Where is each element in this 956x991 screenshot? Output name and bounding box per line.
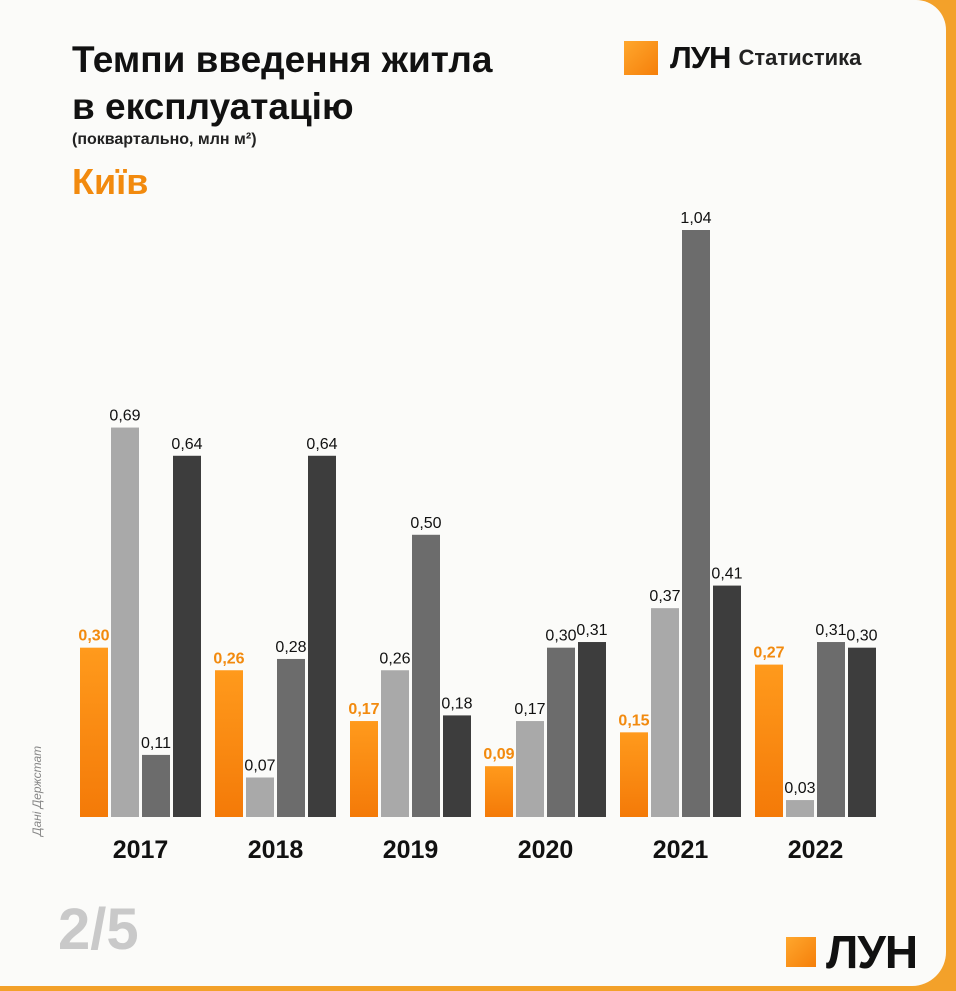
bar-2017-q1: [80, 647, 108, 817]
page-title: Темпи введення житла в експлуатацію: [72, 36, 493, 130]
data-label-2019-q4: 0,18: [441, 695, 472, 712]
data-label-2021-q3: 1,04: [680, 210, 711, 227]
title-line-1: Темпи введення житла: [72, 39, 493, 80]
data-label-2021-q4: 0,41: [711, 566, 742, 583]
bar-2021-q3: [682, 230, 710, 817]
data-label-2017-q1: 0,30: [78, 628, 109, 645]
bar-2020-q3: [547, 647, 575, 817]
data-label-2021-q2: 0,37: [649, 588, 680, 605]
data-label-2022-q3: 0,31: [815, 622, 846, 639]
bar-2018-q1: [215, 670, 243, 817]
data-label-2020-q2: 0,17: [514, 701, 545, 718]
data-label-2022-q4: 0,30: [846, 628, 877, 645]
bar-2018-q3: [277, 658, 305, 817]
footer-logo: ЛУН: [786, 925, 918, 979]
bar-2021-q1: [620, 732, 648, 817]
data-label-2021-q1: 0,15: [618, 712, 649, 729]
chart-subtitle: (поквартально, млн м²): [72, 131, 257, 148]
x-tick-label-2019: 2019: [383, 836, 439, 864]
bar-2020-q2: [516, 721, 544, 817]
bar-2022-q4: [848, 647, 876, 817]
city-label: Київ: [72, 161, 149, 202]
data-label-2019-q2: 0,26: [379, 650, 410, 667]
data-label-2020-q3: 0,30: [545, 628, 576, 645]
data-label-2018-q4: 0,64: [306, 436, 337, 453]
data-label-2017-q2: 0,69: [109, 408, 140, 425]
data-label-2018-q1: 0,26: [213, 650, 244, 667]
bar-2019-q2: [381, 670, 409, 817]
brand-logo: ЛУН Статистика: [624, 40, 861, 76]
x-tick-label-2020: 2020: [518, 836, 574, 864]
data-label-2020-q1: 0,09: [483, 746, 514, 763]
data-label-2022-q1: 0,27: [753, 645, 784, 662]
bar-2018-q4: [308, 455, 336, 817]
bar-2020-q4: [578, 642, 606, 817]
bar-2021-q4: [713, 585, 741, 817]
bar-2018-q2: [246, 777, 274, 817]
logo-square-icon: [624, 41, 658, 75]
brand-product: Статистика: [738, 45, 862, 70]
brand-name: ЛУН: [670, 40, 731, 75]
bar-2017-q2: [111, 427, 139, 817]
data-label-2017-q4: 0,64: [171, 436, 202, 453]
footer-square-icon: [786, 937, 816, 967]
x-tick-label-2017: 2017: [113, 836, 169, 864]
bar-2022-q3: [817, 642, 845, 817]
bar-2020-q1: [485, 766, 513, 817]
title-line-2: в експлуатацію: [72, 86, 354, 127]
bar-2022-q2: [786, 800, 814, 817]
bar-2019-q1: [350, 721, 378, 817]
data-label-2017-q3: 0,11: [141, 735, 171, 752]
data-label-2018-q2: 0,07: [244, 757, 275, 774]
x-tick-label-2021: 2021: [653, 836, 709, 864]
bar-2022-q1: [755, 664, 783, 817]
bar-2017-q3: [142, 754, 170, 817]
data-label-2022-q2: 0,03: [784, 780, 815, 797]
bar-2021-q2: [651, 608, 679, 817]
footer-brand-name: ЛУН: [826, 926, 918, 978]
data-source: Дані Держстат: [30, 745, 44, 836]
data-label-2019-q1: 0,17: [348, 701, 379, 718]
bar-2017-q4: [173, 455, 201, 817]
bar-2019-q4: [443, 715, 471, 817]
x-tick-label-2018: 2018: [248, 836, 304, 864]
data-label-2020-q4: 0,31: [576, 622, 607, 639]
data-label-2018-q3: 0,28: [275, 639, 306, 656]
data-label-2019-q3: 0,50: [410, 515, 441, 532]
page-indicator: 2/5: [58, 897, 139, 962]
bar-2019-q3: [412, 534, 440, 817]
x-tick-label-2022: 2022: [788, 836, 844, 864]
